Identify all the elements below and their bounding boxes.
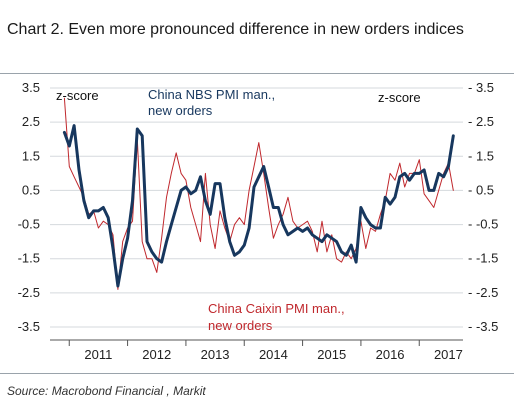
y-tick-label-right: - 0.5	[468, 182, 494, 197]
caixin-legend-label-line2: new orders	[208, 318, 273, 333]
x-tick-label: 2013	[201, 347, 230, 362]
x-tick-label: 2014	[259, 347, 288, 362]
y-tick-label-right: - 1.5	[468, 148, 494, 163]
y-tick-label-right: - 3.5	[468, 80, 494, 95]
y-tick-label-left: -1.5	[18, 251, 40, 266]
x-tick-label: 2016	[376, 347, 405, 362]
y-tick-label-left: 3.5	[22, 80, 40, 95]
y-unit-right-label: z-score	[378, 90, 421, 105]
y-tick-label-left: -3.5	[18, 319, 40, 334]
y-tick-label-right: - -3.5	[468, 319, 498, 334]
nbs-legend-label-line2: new orders	[148, 103, 213, 118]
y-tick-label-left: 1.5	[22, 148, 40, 163]
y-tick-label-left: 2.5	[22, 114, 40, 129]
source-note: Source: Macrobond Financial , Markit	[7, 384, 206, 398]
x-tick-label: 2017	[434, 347, 463, 362]
y-tick-label-left: -2.5	[18, 285, 40, 300]
chart-title: Chart 2. Even more pronounced difference…	[7, 21, 464, 38]
top-divider	[0, 73, 514, 74]
y-tick-label-left: -0.5	[18, 217, 40, 232]
y-tick-label-left: 0.5	[22, 182, 40, 197]
y-unit-left-label: z-score	[56, 88, 99, 103]
bottom-divider	[0, 373, 514, 374]
y-axis-left-ticks: 3.5 2.5 1.5 0.5 -0.5 -1.5 -2.5 -3.5	[18, 80, 40, 334]
caixin-legend-label-line1: China Caixin PMI man.,	[208, 301, 345, 316]
y-tick-label-right: - 2.5	[468, 114, 494, 129]
y-axis-right-ticks: - 3.5 - 2.5 - 1.5 - 0.5 - -0.5 - -1.5 - -2.5 - …	[468, 80, 498, 334]
series-line-nbs	[62, 124, 455, 288]
grid-lines	[50, 87, 463, 328]
x-tick-label: 2012	[142, 347, 171, 362]
y-tick-label-right: - -2.5	[468, 285, 498, 300]
y-tick-label-right: - -0.5	[468, 217, 498, 232]
nbs-legend-label-line1: China NBS PMI man.,	[148, 87, 275, 102]
chart-area: 3.52.51.50.5-0.5-1.5-2.5-3.5 - 3.5- 2.5-…	[18, 80, 499, 362]
series-lines	[62, 97, 455, 290]
x-tick-label: 2015	[317, 347, 346, 362]
y-tick-label-right: - -1.5	[468, 251, 498, 266]
x-tick-label: 2011	[84, 347, 112, 362]
x-axis-ticks: 2011 2012 2013 2014 2015 2016 2017	[68, 340, 463, 362]
